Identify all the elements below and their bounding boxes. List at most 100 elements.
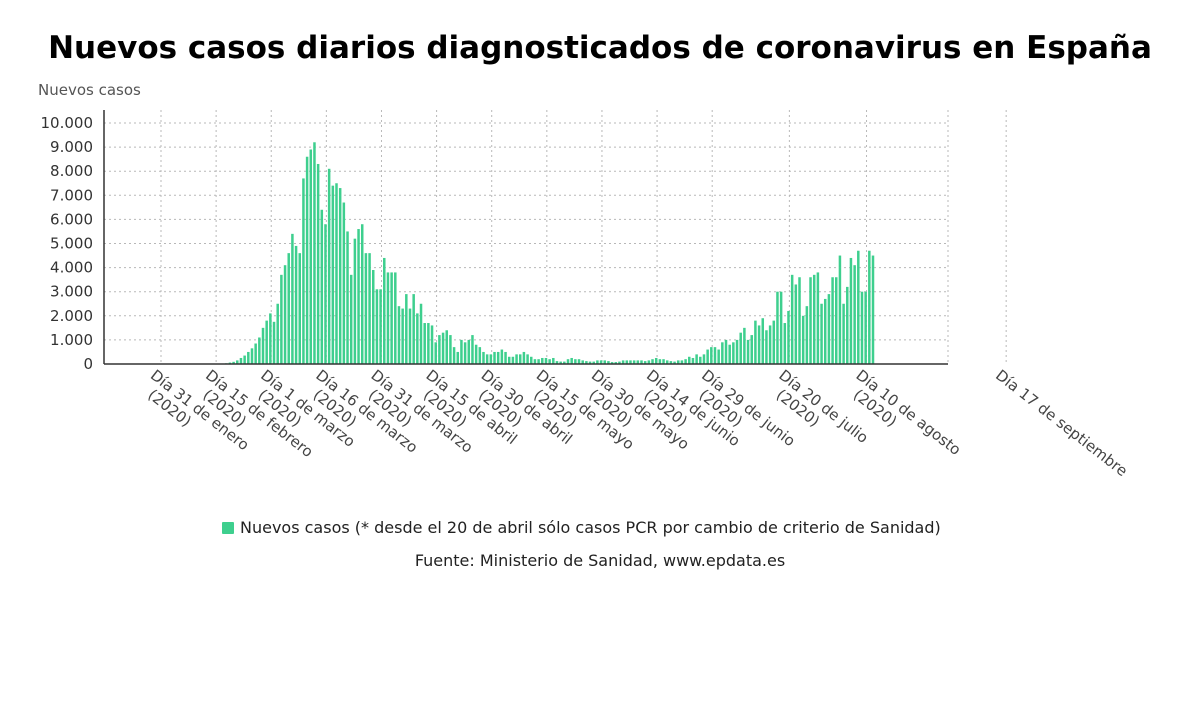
bar[interactable] — [467, 339, 471, 364]
bar[interactable] — [680, 360, 684, 364]
bar[interactable] — [805, 306, 809, 364]
bar[interactable] — [812, 274, 816, 364]
bar[interactable] — [247, 351, 250, 364]
bar[interactable] — [489, 354, 493, 364]
bar[interactable] — [379, 289, 382, 364]
bar[interactable] — [544, 357, 548, 364]
bar[interactable] — [607, 361, 610, 364]
bar[interactable] — [710, 347, 713, 364]
bar[interactable] — [533, 359, 537, 364]
bar[interactable] — [537, 359, 540, 364]
bar[interactable] — [827, 294, 831, 364]
bar[interactable] — [449, 335, 452, 364]
bar[interactable] — [478, 347, 482, 364]
bar[interactable] — [835, 277, 838, 364]
bar[interactable] — [621, 360, 625, 364]
bar[interactable] — [552, 357, 555, 364]
bar[interactable] — [272, 321, 276, 364]
bar[interactable] — [471, 335, 474, 364]
bar[interactable] — [831, 277, 834, 364]
bar[interactable] — [629, 360, 632, 364]
bar[interactable] — [236, 360, 239, 364]
bar[interactable] — [504, 351, 507, 364]
bar[interactable] — [243, 355, 246, 364]
bar[interactable] — [327, 168, 331, 364]
bar[interactable] — [309, 149, 313, 364]
bar[interactable] — [313, 142, 316, 364]
bar[interactable] — [291, 233, 294, 364]
bar[interactable] — [570, 357, 573, 364]
bar[interactable] — [574, 359, 577, 364]
bar[interactable] — [724, 339, 728, 364]
bar[interactable] — [662, 359, 665, 364]
bar[interactable] — [706, 349, 709, 364]
bar[interactable] — [750, 335, 753, 364]
bar[interactable] — [853, 265, 856, 364]
bar[interactable] — [746, 339, 750, 364]
bar[interactable] — [511, 356, 515, 364]
bar[interactable] — [474, 344, 478, 364]
bar[interactable] — [530, 356, 533, 364]
bar[interactable] — [676, 360, 680, 364]
bar[interactable] — [647, 360, 651, 364]
bar[interactable] — [254, 343, 257, 364]
bar[interactable] — [401, 308, 404, 364]
bar[interactable] — [823, 298, 827, 364]
bar[interactable] — [787, 310, 790, 364]
bar[interactable] — [383, 257, 386, 364]
bar[interactable] — [302, 178, 305, 364]
bar[interactable] — [280, 274, 283, 364]
bar[interactable] — [482, 351, 485, 364]
legend[interactable]: Nuevos casos (* desde el 20 de abril sól… — [222, 518, 941, 537]
bar[interactable] — [493, 351, 496, 364]
bar[interactable] — [427, 323, 430, 364]
bar[interactable] — [846, 286, 849, 364]
bar[interactable] — [232, 361, 235, 364]
bar[interactable] — [456, 351, 460, 364]
bar[interactable] — [386, 272, 390, 364]
bar[interactable] — [555, 361, 559, 364]
bar[interactable] — [783, 323, 787, 364]
bar[interactable] — [768, 325, 772, 364]
bar[interactable] — [294, 245, 298, 364]
bar[interactable] — [397, 306, 401, 364]
bar[interactable] — [434, 342, 437, 364]
bar[interactable] — [695, 354, 698, 364]
bar[interactable] — [614, 362, 618, 364]
bar[interactable] — [842, 303, 845, 364]
bar[interactable] — [261, 327, 265, 364]
bar[interactable] — [416, 313, 419, 364]
bar[interactable] — [357, 229, 360, 364]
bar[interactable] — [581, 360, 584, 364]
bar[interactable] — [651, 359, 654, 364]
bar[interactable] — [816, 272, 820, 364]
bar[interactable] — [610, 362, 614, 364]
bar[interactable] — [559, 361, 562, 364]
bar[interactable] — [732, 342, 735, 364]
bar[interactable] — [654, 357, 658, 364]
bar[interactable] — [287, 253, 290, 364]
bar[interactable] — [430, 325, 434, 364]
bar[interactable] — [445, 330, 448, 364]
bar[interactable] — [368, 253, 371, 364]
bar[interactable] — [364, 253, 368, 364]
bar[interactable] — [643, 361, 647, 364]
bar[interactable] — [265, 320, 268, 364]
bar[interactable] — [541, 357, 544, 364]
bar[interactable] — [283, 265, 287, 364]
bar[interactable] — [636, 360, 640, 364]
bar[interactable] — [838, 255, 842, 364]
bar[interactable] — [596, 360, 599, 364]
bar[interactable] — [717, 349, 720, 364]
bar[interactable] — [408, 308, 412, 364]
bar[interactable] — [338, 188, 342, 364]
bar[interactable] — [485, 354, 489, 364]
bar[interactable] — [798, 277, 801, 364]
bar[interactable] — [860, 291, 864, 364]
bar[interactable] — [563, 361, 566, 364]
bar[interactable] — [353, 238, 357, 364]
bar[interactable] — [375, 289, 379, 364]
bar[interactable] — [566, 359, 570, 364]
bar[interactable] — [691, 357, 695, 364]
bar[interactable] — [320, 209, 324, 364]
